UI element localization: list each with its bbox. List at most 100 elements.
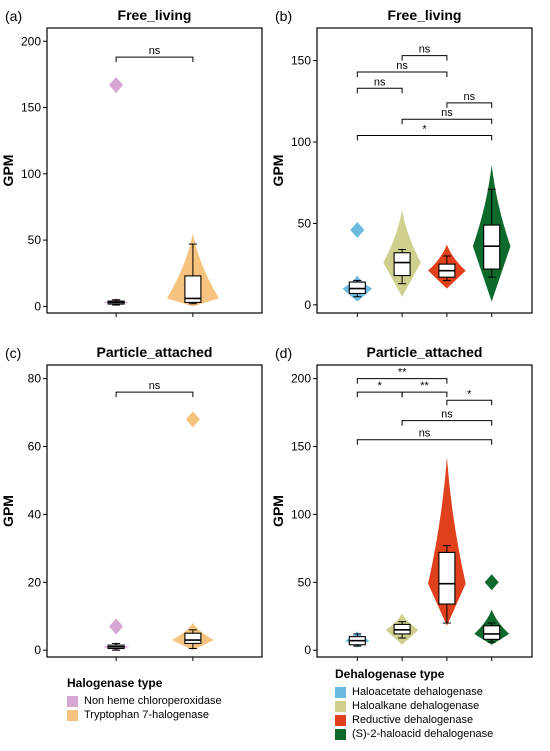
significance-label: ns <box>441 107 453 119</box>
significance-bracket <box>356 71 448 77</box>
significance-label: ns <box>396 60 408 72</box>
legend-swatch-non-heme <box>67 695 78 707</box>
legend-item: Haloalkane dehalogenase <box>335 699 493 713</box>
y-axis-label: GPM <box>0 495 16 527</box>
y-tick-label: 40 <box>28 507 42 521</box>
significance-bracket <box>115 56 194 63</box>
y-tick-label: 100 <box>291 135 311 149</box>
panel-a: (a) Free_living GPM 0 50 100 150 200 ns <box>0 7 263 317</box>
box <box>483 224 501 270</box>
y-tick-label: 200 <box>21 34 41 48</box>
plot-frame <box>46 27 263 314</box>
significance-bracket <box>356 439 493 445</box>
legend-title: Dehalogenase type <box>335 667 445 681</box>
outlier-point <box>185 411 200 428</box>
significance-bracket <box>446 399 493 406</box>
y-tick-label: 60 <box>28 439 42 453</box>
legend-item: Reductive dehalogenase <box>335 713 493 727</box>
outlier-point <box>484 574 499 591</box>
significance-label: * <box>378 380 383 392</box>
significance-label: ns <box>374 76 386 88</box>
plot-frame <box>46 364 263 658</box>
significance-bracket <box>401 391 448 398</box>
legend-item: Haloacetate dehalogenase <box>335 685 493 699</box>
box <box>483 625 501 640</box>
significance-bracket <box>356 378 448 384</box>
significance-label: ns <box>419 44 431 56</box>
significance-bracket <box>356 87 403 94</box>
legend-label: Tryptophan 7-halogenase <box>84 709 209 721</box>
y-axis-label: GPM <box>270 155 286 187</box>
y-axis-label: GPM <box>270 495 286 527</box>
legend-label: (S)-2-haloacid dehalogenase <box>352 728 494 740</box>
legend-label: Haloacetate dehalogenase <box>352 686 483 698</box>
legend-label: Reductive dehalogenase <box>352 714 474 726</box>
significance-label: * <box>467 388 472 400</box>
significance-bracket <box>446 102 493 108</box>
y-tick-label: 50 <box>298 575 312 589</box>
panel-label: (d) <box>275 345 292 361</box>
outlier-point <box>109 77 124 93</box>
legend-item: Tryptophan 7-halogenase <box>67 708 222 722</box>
panel-label: (b) <box>275 8 292 24</box>
significance-bracket <box>115 391 194 398</box>
significance-label: ns <box>419 428 431 440</box>
panel-title: Free_living <box>388 7 462 23</box>
panel-title: Particle_attached <box>367 344 483 360</box>
significance-label: ns <box>149 45 161 57</box>
legend-item: (S)-2-haloacid dehalogenase <box>335 727 493 741</box>
significance-label: ns <box>149 380 161 392</box>
significance-label: ns <box>463 91 475 103</box>
legend-item: Non heme chloroperoxidase <box>67 694 222 708</box>
y-tick-label: 200 <box>291 372 311 386</box>
legend-label: Haloalkane dehalogenase <box>352 700 480 712</box>
y-tick-label: 0 <box>34 299 41 313</box>
plot-frame <box>316 364 533 658</box>
outlier-point <box>109 618 124 635</box>
y-tick-label: 150 <box>21 101 41 115</box>
y-tick-label: 80 <box>28 372 42 386</box>
significance-label: ** <box>398 367 407 379</box>
legend-swatch-haloalkane <box>335 700 346 712</box>
legend-swatch-reductive <box>335 714 346 726</box>
y-tick-label: 50 <box>28 233 42 247</box>
y-tick-label: 0 <box>304 298 311 312</box>
legend-label: Non heme chloroperoxidase <box>84 695 222 707</box>
legend-halogenase: Halogenase type Non heme chloroperoxidas… <box>67 676 222 722</box>
panel-title: Particle_attached <box>97 344 213 360</box>
significance-bracket <box>401 118 493 125</box>
panel-title: Free_living <box>118 7 192 23</box>
y-tick-label: 50 <box>298 216 312 230</box>
significance-bracket <box>401 55 448 61</box>
legend-title: Halogenase type <box>67 676 163 690</box>
box <box>184 275 202 303</box>
significance-bracket <box>356 391 403 398</box>
panel-label: (c) <box>5 345 21 361</box>
box <box>348 281 366 295</box>
y-tick-label: 100 <box>21 167 41 181</box>
y-tick-label: 20 <box>28 575 42 589</box>
significance-bracket <box>356 134 493 141</box>
significance-label: * <box>422 123 427 135</box>
y-tick-label: 150 <box>291 54 311 68</box>
outlier-point <box>350 221 365 238</box>
legend-swatch-haloacid <box>335 728 346 740</box>
y-axis-label: GPM <box>0 155 16 187</box>
legend-swatch-haloacetate <box>335 686 346 698</box>
box <box>184 632 202 644</box>
box <box>438 551 456 605</box>
significance-label: ns <box>441 409 453 421</box>
violin <box>428 457 466 626</box>
panel-c: (c) Particle_attached GPM 0 20 40 60 80 ns <box>0 344 263 661</box>
plot-frame <box>316 27 533 314</box>
box <box>393 252 411 277</box>
y-tick-label: 100 <box>291 507 311 521</box>
panel-label: (a) <box>5 8 22 24</box>
legend-dehalogenase: Dehalogenase type Haloacetate dehalogena… <box>335 667 493 741</box>
legend-swatch-tryptophan <box>67 709 78 721</box>
y-tick-label: 150 <box>291 439 311 453</box>
y-tick-label: 0 <box>34 643 41 657</box>
